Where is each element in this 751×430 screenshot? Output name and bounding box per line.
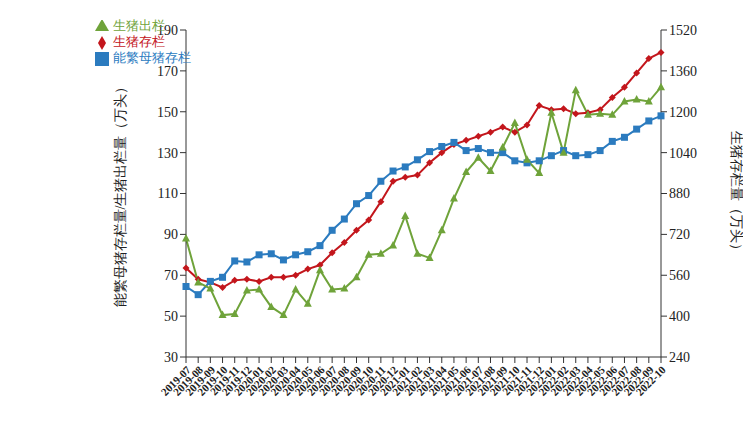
svg-text:2020-05: 2020-05 <box>280 363 315 398</box>
svg-text:2021-09: 2021-09 <box>475 363 510 398</box>
svg-text:2022-07: 2022-07 <box>597 363 632 398</box>
svg-text:70: 70 <box>164 268 178 283</box>
svg-text:880: 880 <box>669 186 690 201</box>
svg-text:130: 130 <box>157 146 178 161</box>
svg-text:2021-11: 2021-11 <box>500 363 534 398</box>
svg-text:2020-07: 2020-07 <box>304 363 340 398</box>
svg-text:720: 720 <box>669 227 690 242</box>
svg-text:240: 240 <box>669 350 690 365</box>
svg-text:2022-03: 2022-03 <box>548 363 583 398</box>
svg-text:2019-10: 2019-10 <box>195 363 230 398</box>
svg-text:2022-08: 2022-08 <box>609 363 644 398</box>
html-text:生猪出栏: 生猪出栏 <box>113 18 165 33</box>
svg-text:2022-04: 2022-04 <box>560 363 595 398</box>
svg-text:2020-12: 2020-12 <box>365 363 400 398</box>
svg-text:2021-12: 2021-12 <box>511 363 547 398</box>
svg-text:2020-08: 2020-08 <box>316 363 352 398</box>
svg-text:2019-07: 2019-07 <box>158 363 193 398</box>
svg-text:1520: 1520 <box>669 23 697 38</box>
svg-text:2021-03: 2021-03 <box>402 363 437 398</box>
svg-text:2021-07: 2021-07 <box>450 363 486 398</box>
svg-text:2022-10: 2022-10 <box>634 363 669 398</box>
svg-text:2021-02: 2021-02 <box>389 363 425 398</box>
svg-text:2022-05: 2022-05 <box>572 363 607 398</box>
svg-text:2022-06: 2022-06 <box>584 363 620 398</box>
svg-text:2021-08: 2021-08 <box>463 363 498 398</box>
svg-text:50: 50 <box>164 309 178 324</box>
svg-text:2022-01: 2022-01 <box>523 363 559 398</box>
svg-text:1200: 1200 <box>669 105 697 120</box>
svg-text:2020-04: 2020-04 <box>268 363 303 398</box>
svg-text:2019-08: 2019-08 <box>170 363 206 398</box>
svg-text:2021-01: 2021-01 <box>377 363 413 398</box>
svg-text:2020-06: 2020-06 <box>292 363 327 398</box>
svg-text:170: 170 <box>157 64 178 79</box>
svg-text:生猪存栏量（万头）: 生猪存栏量（万头） <box>729 131 743 257</box>
svg-text:2020-03: 2020-03 <box>256 363 291 398</box>
svg-text:1040: 1040 <box>669 146 697 161</box>
svg-text:2020-11: 2020-11 <box>353 363 388 398</box>
svg-text:2020-10: 2020-10 <box>341 363 376 398</box>
svg-text:560: 560 <box>669 268 690 283</box>
svg-text:90: 90 <box>164 227 178 242</box>
svg-text:2020-01: 2020-01 <box>231 363 266 398</box>
svg-text:2022-02: 2022-02 <box>536 363 571 398</box>
html-text:能繁母猪存栏: 能繁母猪存栏 <box>113 50 191 65</box>
svg-text:150: 150 <box>157 105 178 120</box>
svg-text:2019-09: 2019-09 <box>182 363 218 398</box>
svg-text:2021-04: 2021-04 <box>414 363 449 398</box>
svg-text:2021-06: 2021-06 <box>438 363 474 398</box>
svg-text:400: 400 <box>669 309 690 324</box>
svg-text:2019-11: 2019-11 <box>207 363 242 398</box>
svg-text:2020-09: 2020-09 <box>329 363 364 398</box>
svg-text:110: 110 <box>158 186 178 201</box>
html-text:生猪存栏: 生猪存栏 <box>113 34 165 49</box>
svg-text:能繁母猪存栏量/生猪出栏量（万头）: 能繁母猪存栏量/生猪出栏量（万头） <box>113 80 128 308</box>
svg-text:2021-05: 2021-05 <box>426 363 461 398</box>
svg-text:1360: 1360 <box>669 64 697 79</box>
svg-text:2019-12: 2019-12 <box>219 363 254 398</box>
svg-text:2021-10: 2021-10 <box>487 363 522 398</box>
svg-text:30: 30 <box>164 350 178 365</box>
svg-text:2022-09: 2022-09 <box>621 363 656 398</box>
svg-text:190: 190 <box>157 23 178 38</box>
svg-text:2020-02: 2020-02 <box>243 363 279 398</box>
